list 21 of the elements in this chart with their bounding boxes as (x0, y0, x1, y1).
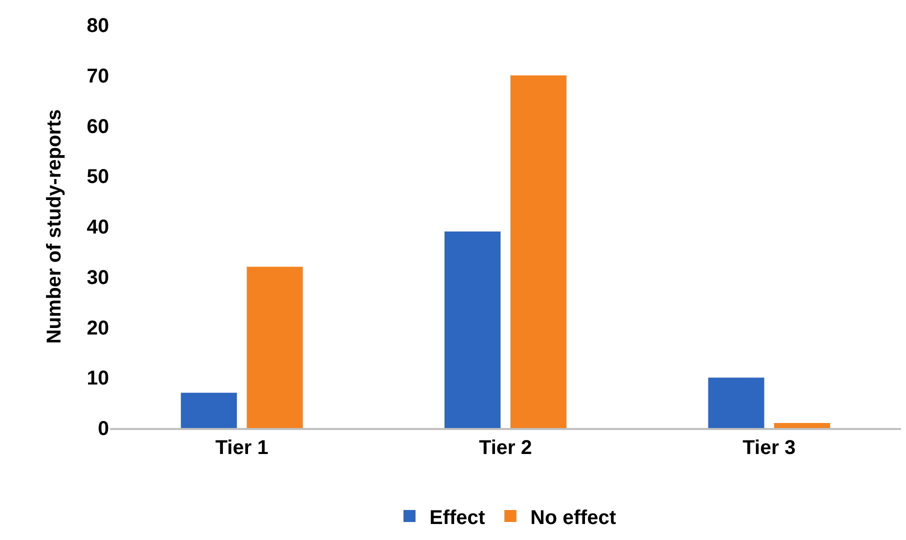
bar (246, 266, 303, 428)
y-tick-label: 30 (86, 266, 109, 289)
y-tick-label: 40 (86, 216, 109, 238)
y-axis-title: Number of study-reports (43, 109, 66, 344)
bar (774, 422, 830, 428)
x-tick-label: Tier 1 (215, 436, 268, 459)
y-tick-label: 80 (86, 15, 109, 37)
bar (708, 378, 764, 428)
legend-label: No effect (530, 506, 616, 529)
bar (444, 232, 501, 428)
y-tick-label: 10 (86, 368, 109, 390)
x-tick-label: Tier 3 (742, 436, 796, 459)
legend-label: Effect (430, 506, 486, 529)
bar (510, 75, 566, 428)
y-tick-label: 50 (86, 166, 109, 188)
y-tick-label: 60 (86, 116, 109, 138)
bar (180, 392, 237, 428)
y-tick-label: 0 (98, 418, 109, 440)
y-tick-label: 20 (86, 317, 109, 340)
y-tick-label: 70 (86, 65, 109, 88)
x-tick-label: Tier 2 (479, 436, 532, 459)
